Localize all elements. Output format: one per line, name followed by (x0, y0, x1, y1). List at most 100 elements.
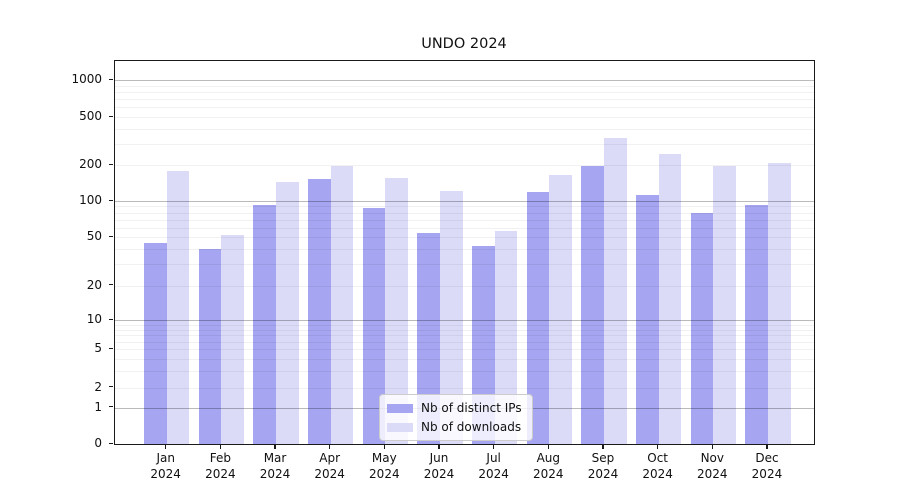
y-tick-mark (109, 115, 113, 117)
y-axis-tick-label: 500 (79, 109, 102, 123)
x-tick-mark (438, 445, 440, 449)
x-axis-tick-label: Feb 2024 (205, 451, 236, 481)
y-tick-mark (109, 442, 113, 444)
bar-distinct-ips-jun (417, 233, 440, 444)
gridline-minor-30 (115, 264, 814, 266)
x-tick-mark (493, 445, 495, 449)
plot-area: Nb of distinct IPs Nb of downloads (114, 60, 815, 445)
legend-item: Nb of distinct IPs (387, 401, 522, 415)
bar-downloads-dec (767, 162, 791, 444)
gridline-minor-500 (115, 117, 814, 118)
x-axis-tick-label: Sep 2024 (587, 451, 619, 481)
x-tick-mark (274, 445, 276, 449)
x-axis-tick-label: Aug 2024 (533, 451, 564, 481)
bar-distinct-ips-aug (526, 192, 550, 444)
y-axis-tick-label: 20 (86, 277, 102, 292)
gridline-minor-5 (115, 349, 814, 351)
x-axis-tick-label: Jul 2024 (478, 451, 509, 481)
bar-downloads-jul (494, 231, 518, 444)
legend-swatch-distinct-ips (387, 403, 413, 413)
legend-label: Nb of distinct IPs (421, 401, 522, 415)
gridline-minor-80 (115, 212, 814, 214)
y-axis-tick-label: 100 (79, 193, 102, 207)
bar-downloads-jun (440, 191, 463, 444)
x-tick-mark (165, 445, 167, 449)
gridline-minor-200 (115, 165, 814, 167)
gridline-minor-6 (115, 341, 814, 343)
gridline-minor-60 (115, 227, 814, 229)
gridline-minor-400 (115, 128, 814, 130)
y-axis-tick-label: 1000 (71, 72, 102, 86)
bar-downloads-apr (330, 166, 354, 444)
y-tick-mark (109, 406, 113, 408)
bar-distinct-ips-apr (307, 179, 331, 444)
bar-downloads-jan (166, 170, 190, 444)
x-axis-tick-label: Jun 2024 (423, 451, 455, 481)
x-axis-tick-label: Jan 2024 (150, 451, 181, 481)
gridline-minor-70 (115, 219, 814, 221)
legend: Nb of distinct IPs Nb of downloads (379, 394, 533, 441)
gridline-minor-90 (115, 206, 814, 208)
gridline-minor-2 (115, 387, 814, 389)
y-tick-mark (109, 386, 113, 388)
gridline-minor-40 (115, 248, 814, 250)
bar-distinct-ips-dec (745, 204, 768, 444)
y-axis-tick-label: 0 (94, 436, 102, 451)
gridline-minor-4 (115, 358, 814, 360)
gridline-minor-300 (115, 143, 814, 145)
x-axis-tick-label: Oct 2024 (642, 451, 673, 481)
x-tick-mark (219, 445, 221, 449)
gridline-minor-3 (115, 370, 814, 372)
bar-distinct-ips-mar (253, 205, 277, 444)
gridline-minor-50 (115, 237, 814, 238)
y-axis-tick-label: 5 (94, 341, 102, 356)
y-tick-mark (109, 78, 113, 80)
gridline-major-1000 (115, 80, 814, 81)
y-axis-tick-label: 50 (86, 229, 102, 243)
x-axis-tick-label: Dec 2024 (751, 451, 783, 481)
y-axis-tick-label: 2 (94, 379, 102, 394)
gridline-minor-600 (115, 107, 814, 109)
bar-distinct-ips-jan (143, 242, 167, 444)
bar-downloads-feb (221, 234, 245, 444)
y-axis-tick-label: 1 (94, 399, 102, 414)
x-tick-mark (766, 445, 768, 449)
x-axis-tick-label: Nov 2024 (697, 451, 728, 481)
gridline-minor-20 (115, 285, 814, 287)
y-tick-mark (109, 199, 113, 201)
x-tick-mark (383, 445, 385, 449)
x-axis-tick-label: Apr 2024 (314, 451, 345, 481)
x-axis-tick-label: May 2024 (369, 451, 400, 481)
x-tick-mark (547, 445, 549, 449)
x-tick-mark (602, 445, 604, 449)
gridline-minor-8 (115, 329, 814, 331)
y-tick-mark (109, 284, 113, 286)
chart-title: UNDO 2024 (421, 36, 507, 52)
y-axis-tick-label: 10 (86, 312, 102, 327)
gridline-major-10 (115, 320, 814, 322)
x-axis-tick-label: Mar 2024 (259, 451, 291, 481)
bar-downloads-oct (658, 153, 682, 444)
x-tick-mark (329, 445, 331, 449)
y-tick-mark (109, 163, 113, 165)
legend-item: Nb of downloads (387, 420, 522, 434)
gridline-major-100 (115, 201, 814, 202)
gridline-minor-900 (115, 85, 814, 87)
gridline-minor-9 (115, 324, 814, 326)
bar-downloads-sep (603, 138, 627, 444)
bar-distinct-ips-may (362, 207, 386, 444)
bar-distinct-ips-feb (198, 248, 222, 444)
y-tick-mark (109, 318, 113, 320)
y-tick-mark (109, 347, 113, 349)
y-axis-tick-label: 200 (79, 157, 102, 172)
bar-downloads-nov (713, 166, 737, 444)
x-tick-mark (657, 445, 659, 449)
gridline-minor-700 (115, 99, 814, 101)
x-tick-mark (711, 445, 713, 449)
bar-distinct-ips-nov (690, 213, 714, 444)
bar-downloads-may (385, 178, 409, 444)
y-tick-mark (109, 235, 113, 237)
legend-label: Nb of downloads (421, 420, 522, 434)
gridline-minor-7 (115, 335, 814, 337)
